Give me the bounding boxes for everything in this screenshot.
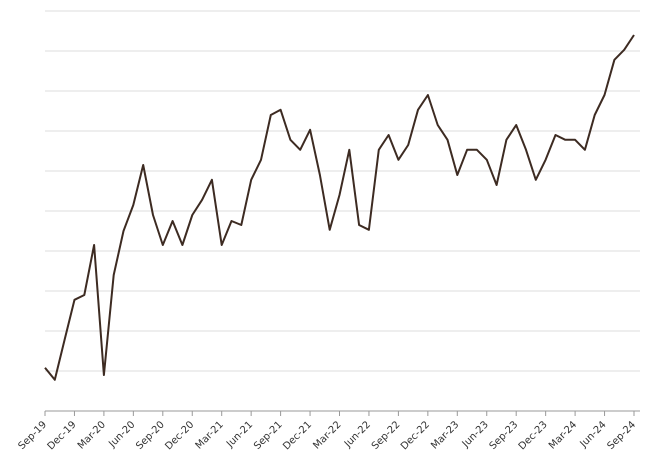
x-tick-label: Dec-22	[399, 419, 432, 452]
x-tick-label: Mar-20	[76, 419, 108, 451]
x-tick-label: Dec-21	[281, 419, 314, 452]
x-tick-label: Dec-19	[46, 419, 79, 452]
x-tick-label: Dec-23	[517, 419, 550, 452]
x-tick-label: Sep-23	[488, 419, 521, 452]
x-tick-label: Mar-23	[429, 419, 461, 451]
x-tick-label: Sep-22	[370, 419, 403, 452]
x-tick-label: Jun-21	[224, 419, 255, 450]
x-tick-label: Jun-23	[460, 419, 491, 450]
x-tick-label: Sep-19	[16, 419, 49, 452]
x-tick-label: Sep-20	[134, 419, 167, 452]
x-tick-label: Mar-22	[311, 419, 343, 451]
x-tick-label: Mar-21	[194, 419, 226, 451]
x-tick-label: Sep-21	[252, 419, 285, 452]
x-tick-label: Jun-22	[342, 419, 373, 450]
x-tick-label: Dec-20	[163, 419, 196, 452]
x-tick-label: Jun-24	[578, 419, 609, 450]
x-tick-label: Mar-24	[547, 419, 579, 451]
x-tick-label: Sep-24	[605, 419, 638, 452]
price-line	[44, 34, 635, 381]
x-tick-label: Jun-20	[106, 419, 137, 450]
